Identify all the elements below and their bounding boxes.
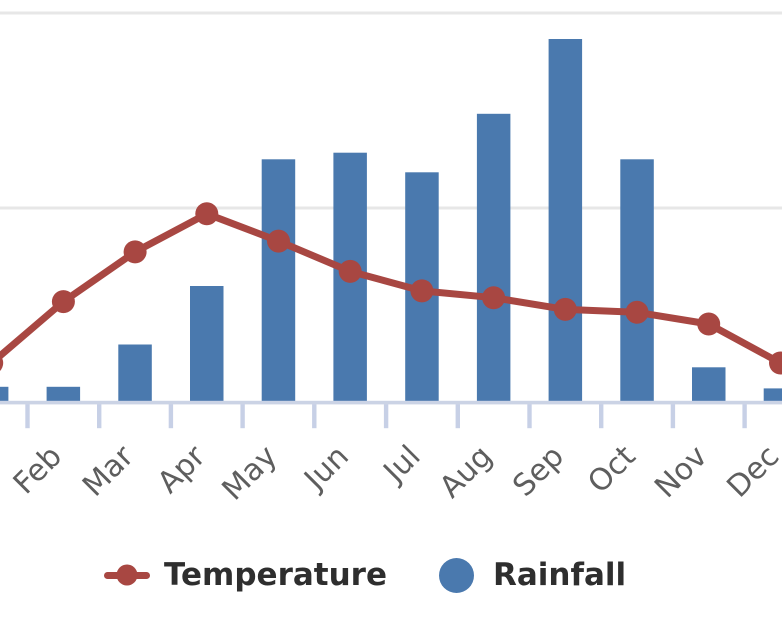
x-label-apr: Apr	[151, 438, 213, 500]
axis-tick	[383, 404, 389, 429]
rainfall-circle-marker-icon	[438, 557, 474, 593]
bar-mar[interactable]	[118, 344, 152, 402]
temperature-line-marker-icon	[104, 564, 150, 586]
legend-item-temperature[interactable]: Temperature	[104, 556, 387, 593]
bar-aug[interactable]	[476, 113, 511, 402]
x-label-nov: Nov	[648, 439, 714, 505]
axis-tick	[97, 404, 102, 429]
bar-jan[interactable]	[0, 386, 9, 402]
x-label-jul: Jul	[376, 439, 428, 491]
temperature-point-sep[interactable]	[553, 297, 577, 321]
axis-tick	[742, 404, 747, 429]
temperature-point-jul[interactable]	[410, 279, 434, 303]
temperature-point-mar[interactable]	[123, 240, 147, 264]
temperature-point-oct[interactable]	[625, 300, 649, 324]
axis-tick	[25, 404, 30, 429]
temperature-point-apr[interactable]	[195, 202, 219, 226]
temperature-point-may[interactable]	[267, 229, 290, 253]
axis-tick	[527, 404, 532, 429]
bar-sep[interactable]	[548, 39, 583, 402]
temperature-point-aug[interactable]	[482, 286, 506, 310]
temperature-line	[0, 210, 782, 367]
temperature-point-dec[interactable]	[769, 351, 782, 375]
temperature-point-jun[interactable]	[338, 259, 362, 283]
axis-tick	[312, 404, 317, 429]
gridline	[0, 206, 782, 210]
x-label-feb: Feb	[7, 439, 69, 501]
x-label-may: May	[216, 439, 285, 508]
x-axis-line	[0, 400, 782, 405]
temperature-point-feb[interactable]	[51, 290, 75, 314]
legend-item-rainfall[interactable]: Rainfall	[438, 556, 627, 593]
axis-tick	[168, 404, 174, 429]
bar-may[interactable]	[261, 159, 296, 402]
temperature-point-icon	[116, 564, 138, 586]
temperature-point-jan[interactable]	[0, 352, 4, 375]
bar-nov[interactable]	[692, 367, 726, 402]
bar-dec[interactable]	[763, 388, 782, 402]
bar-oct[interactable]	[620, 159, 654, 402]
axis-tick	[670, 404, 676, 429]
bar-apr[interactable]	[190, 286, 224, 402]
gridline	[0, 11, 782, 15]
bar-feb[interactable]	[46, 386, 81, 402]
temperature-point-nov[interactable]	[697, 312, 721, 336]
axis-tick	[599, 404, 604, 429]
legend-label-temperature: Temperature	[164, 556, 387, 593]
x-label-jun: Jun	[297, 439, 356, 498]
axis-tick	[240, 404, 245, 429]
legend: Temperature Rainfall	[104, 552, 626, 598]
x-label-mar: Mar	[76, 438, 141, 503]
legend-label-rainfall: Rainfall	[492, 556, 627, 593]
axis-tick	[455, 404, 460, 429]
x-label-aug: Aug	[433, 439, 499, 505]
x-label-oct: Oct	[581, 439, 643, 501]
x-label-dec: Dec	[720, 439, 782, 505]
x-label-sep: Sep	[506, 439, 571, 504]
